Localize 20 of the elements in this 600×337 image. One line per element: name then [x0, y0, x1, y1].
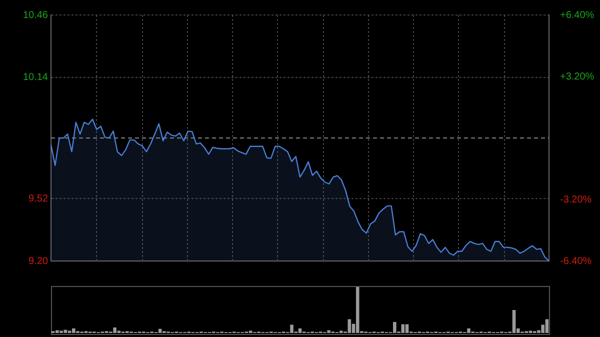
y-tick-label: 9.20 [28, 256, 48, 267]
y2-tick-label: -6.40% [560, 256, 592, 267]
bar [512, 310, 516, 333]
bar [356, 287, 360, 333]
y-tick-label: 10.46 [22, 10, 48, 21]
y-tick-label: 10.14 [22, 72, 48, 84]
bar [401, 324, 405, 333]
y2-tick-label: -3.20% [560, 194, 592, 206]
bar [348, 319, 352, 333]
bar [290, 324, 294, 333]
bar [113, 327, 116, 333]
y-tick-label: 9.52 [28, 193, 48, 204]
y2-tick-label: +6.40% [560, 10, 594, 21]
bar [327, 330, 330, 333]
bar [56, 330, 59, 333]
bar [545, 319, 549, 333]
y2-tick-label: +3.20% [560, 71, 594, 82]
bar [72, 328, 76, 333]
bar [393, 322, 396, 333]
bar [467, 328, 470, 333]
